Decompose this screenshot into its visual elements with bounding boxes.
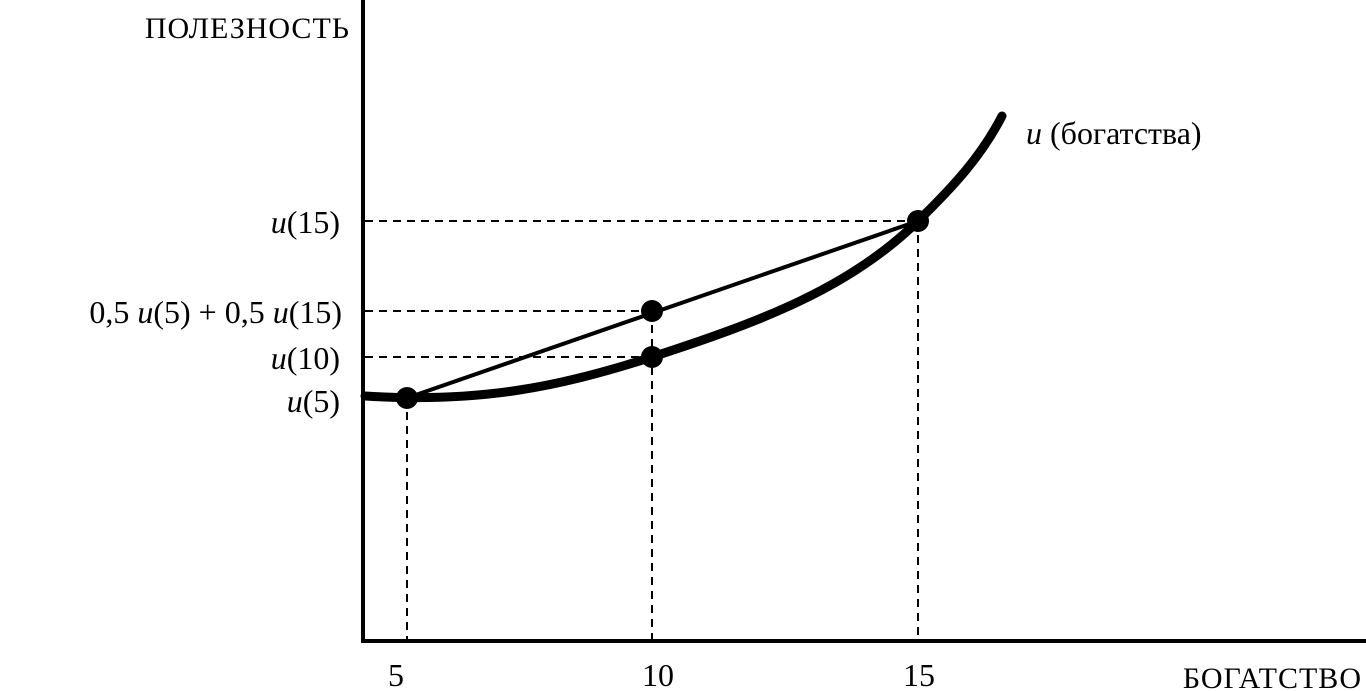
curve-label: u (богатства) xyxy=(1026,115,1202,151)
point-u15 xyxy=(907,210,929,232)
x-tick-15: 15 xyxy=(903,657,935,691)
point-u5 xyxy=(396,387,418,409)
point-avg xyxy=(641,300,663,322)
y-axis-title: ПОЛЕЗНОСТЬ xyxy=(145,12,350,45)
x-tick-10: 10 xyxy=(642,657,674,691)
x-axis-title: БОГАТСТВО xyxy=(1183,662,1362,691)
y-label-u5: u(5) xyxy=(287,383,340,419)
x-tick-5: 5 xyxy=(388,657,404,691)
y-label-expected-utility: 0,5 u(5) + 0,5 u(15) xyxy=(89,294,342,330)
y-label-u15: u(15) xyxy=(271,204,340,240)
utility-curve xyxy=(360,111,1007,403)
y-label-u10: u(10) xyxy=(271,340,340,376)
point-u10 xyxy=(641,346,663,368)
